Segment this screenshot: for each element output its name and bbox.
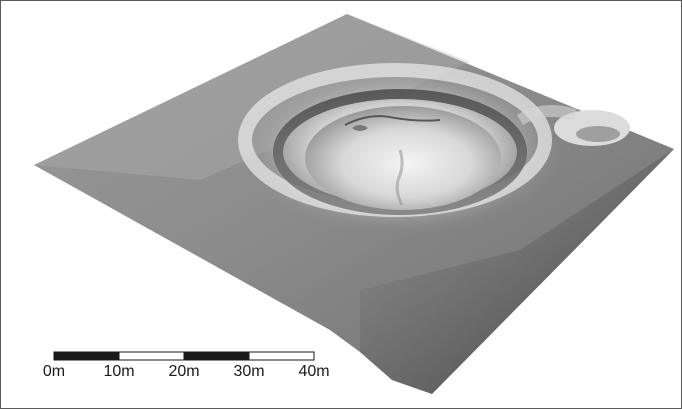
scale-label-40m: 40m [298,363,330,380]
east-mound-shadow [576,126,620,142]
east-bank-arc [516,105,577,126]
interior-feature-ridge [344,115,441,126]
scale-label-0m: 0m [42,363,66,380]
interior-feature-pit [352,125,368,131]
interior-feature-gully [395,149,404,206]
scale-label-10m: 10m [103,363,135,380]
ring-ditch [273,89,527,215]
ground-light-band [34,14,470,180]
scale-label-30m: 30m [233,363,265,380]
ground-shadow-zone [360,149,674,394]
scale-label-20m: 20m [168,363,200,380]
